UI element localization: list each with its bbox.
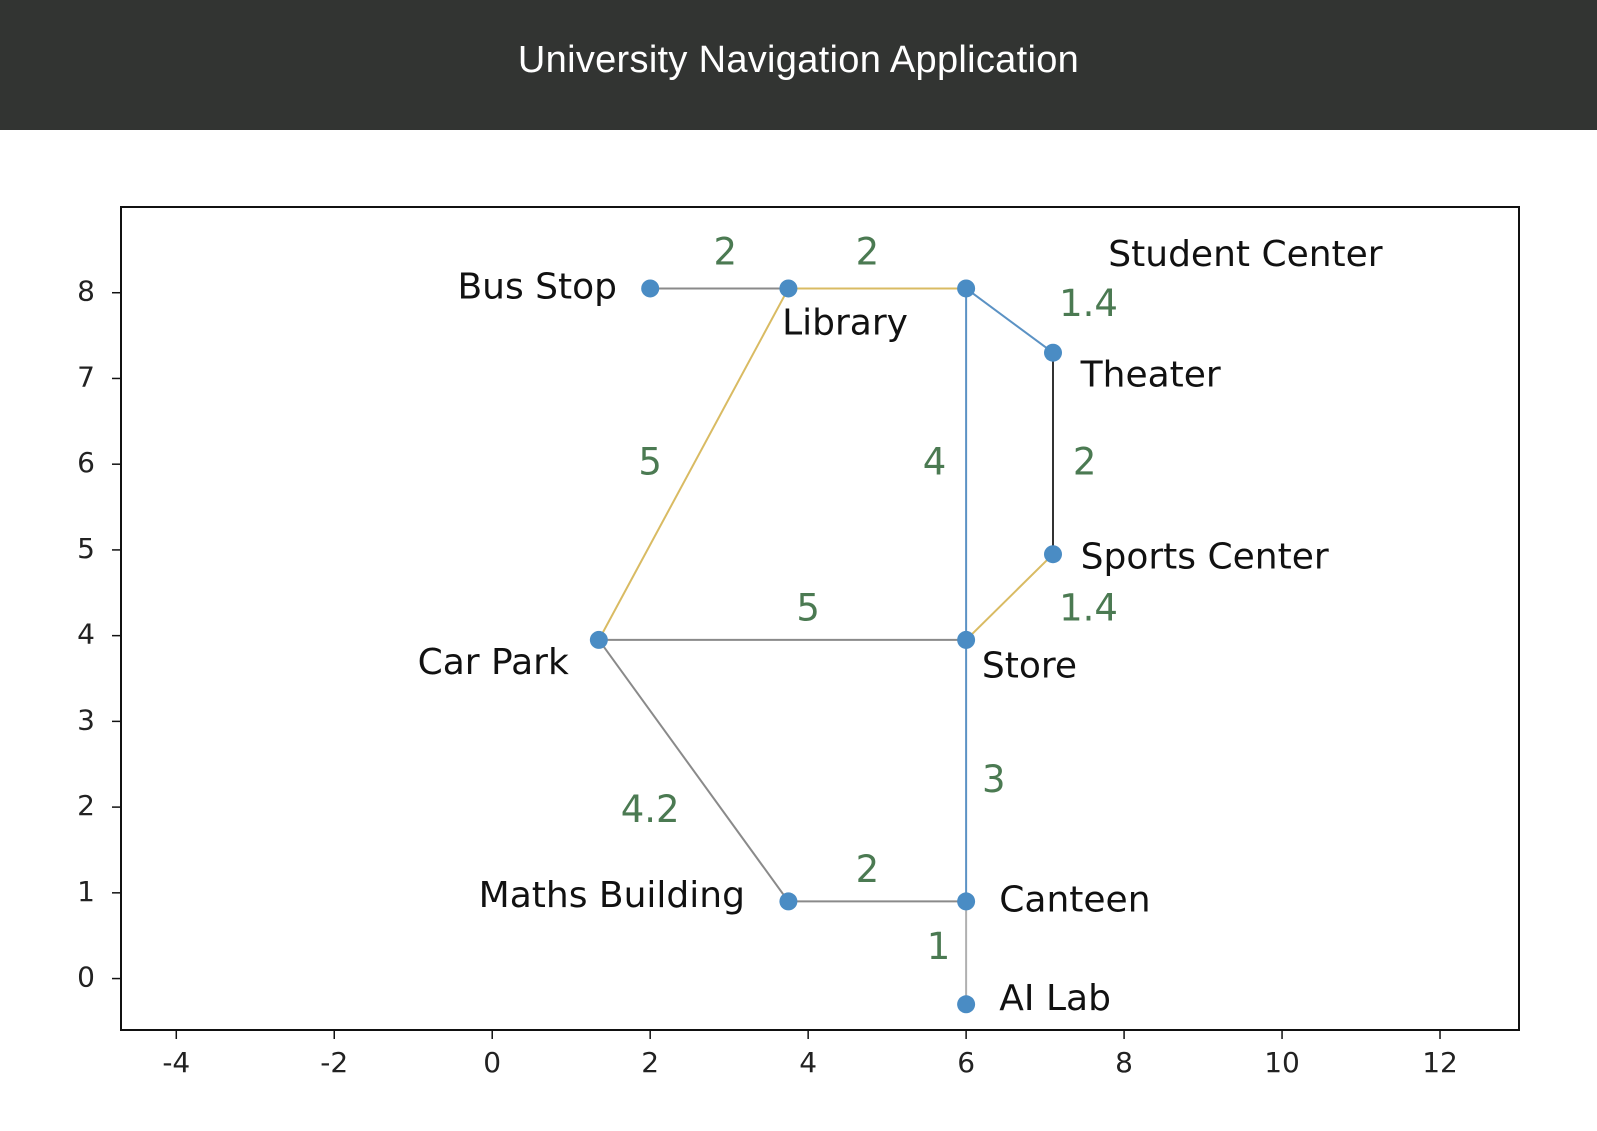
node-car-park[interactable] [589,630,608,649]
y-tick-label-8: 8 [77,275,95,308]
x-tick-label-4: 4 [799,1046,817,1079]
edge-library-car-park [597,287,790,641]
app-header: University Navigation Application [0,0,1597,130]
edge-weight-library-student-center: 2 [856,231,880,274]
node-canteen[interactable] [957,892,976,911]
edge-weight-theater-sports-center: 2 [1073,441,1097,484]
node-label-maths-building: Maths Building [479,875,745,916]
x-tick-label-12: 12 [1422,1046,1458,1079]
y-tick-label-7: 7 [77,360,95,393]
edge-weight-library-car-park: 5 [638,441,662,484]
edge-car-park-maths-building [598,639,790,902]
app-title: University Navigation Application [517,38,1080,81]
edge-student-center-theater [965,287,1054,354]
weights-layer: 2 2 1.4 2 4 5 5 1.4 4.2 2 3 1 [621,231,1118,968]
node-label-car-park: Car Park [418,642,569,683]
node-label-library: Library [782,302,908,343]
edge-weight-bus-stop-library: 2 [713,231,737,274]
node-library[interactable] [779,279,798,298]
node-label-sports-center: Sports Center [1081,536,1329,577]
edge-weight-canteen-ai-lab: 1 [927,925,951,968]
edge-weight-car-park-store: 5 [796,586,820,629]
edge-weight-store-canteen: 3 [982,758,1006,801]
y-tick-label-5: 5 [77,532,95,565]
node-label-student-center: Student Center [1108,234,1383,275]
edge-store-sports-center [965,553,1054,641]
y-tick-label-4: 4 [77,618,95,651]
node-label-bus-stop: Bus Stop [457,266,617,307]
edge-weight-maths-building-canteen: 2 [856,848,880,891]
node-sports-center[interactable] [1044,545,1062,564]
node-store[interactable] [957,630,976,649]
y-tick-label-3: 3 [77,703,95,736]
node-label-ai-lab: AI Lab [999,978,1111,1019]
x-tick-label-8: 8 [1115,1046,1133,1079]
y-tick-label-0: 0 [77,961,95,994]
edges-layer [597,287,1054,1005]
y-tick-label-6: 6 [77,446,95,479]
node-ai-lab[interactable] [957,995,976,1014]
edge-weight-student-center-theater: 1.4 [1059,282,1118,325]
x-tick-label-0: 0 [483,1046,501,1079]
node-maths-building[interactable] [779,892,798,911]
edge-weight-car-park-maths-building: 4.2 [621,788,680,831]
nodes-layer [589,279,1062,1014]
labels-layer: Bus Stop Library Student Center Theater Spor… [418,234,1383,1019]
node-label-store: Store [982,645,1077,686]
edge-weight-store-sports-center: 1.4 [1059,586,1118,629]
x-tick-label-6: 6 [957,1046,975,1079]
x-tick-label-4: -4 [162,1046,190,1079]
node-label-canteen: Canteen [999,879,1150,920]
node-student-center[interactable] [957,279,976,298]
node-theater[interactable] [1044,343,1062,362]
plot-frame [120,206,1520,1031]
x-tick-label-2: 2 [641,1046,659,1079]
x-tick-label-2: -2 [320,1046,348,1079]
node-label-theater: Theater [1080,355,1221,396]
edge-weight-student-center-store: 4 [923,441,947,484]
node-bus-stop[interactable] [641,279,660,298]
x-tick-label-10: 10 [1264,1046,1300,1079]
y-tick-label-2: 2 [77,789,95,822]
y-tick-label-1: 1 [77,875,95,908]
